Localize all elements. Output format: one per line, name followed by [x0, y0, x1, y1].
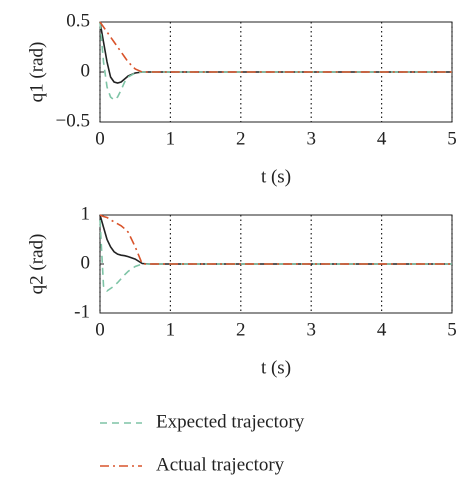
x-tick-label: 3	[306, 128, 316, 149]
x-tick-label: 5	[447, 319, 457, 340]
x-axis-label: t (s)	[261, 357, 291, 378]
series-line	[99, 214, 452, 265]
y-tick-label: −0.5	[56, 110, 90, 131]
x-tick-label: 0	[95, 319, 105, 340]
y-tick-label: 1	[81, 203, 91, 224]
y-tick-label: 0	[81, 252, 91, 273]
y-axis-label: q2 (rad)	[26, 234, 47, 295]
y-tick-label: 0.5	[66, 10, 90, 31]
x-tick-label: 5	[447, 128, 457, 149]
x-tick-label: 4	[377, 319, 387, 340]
series-line	[99, 21, 452, 84]
y-tick-label: 0	[81, 60, 91, 81]
x-tick-label: 0	[95, 128, 105, 149]
legend-label: Expected trajectory	[156, 411, 305, 432]
legend-label: Actual trajectory	[156, 454, 285, 475]
y-axis-label: q1 (rad)	[26, 42, 47, 103]
x-tick-label: 2	[236, 128, 246, 149]
x-tick-label: 1	[166, 319, 176, 340]
y-tick-label: -1	[74, 301, 90, 322]
x-tick-label: 1	[166, 128, 176, 149]
x-tick-label: 2	[236, 319, 246, 340]
series-line	[99, 214, 452, 265]
series-line	[99, 21, 452, 102]
x-axis-label: t (s)	[261, 166, 291, 187]
series-line	[99, 21, 452, 73]
x-tick-label: 4	[377, 128, 387, 149]
x-tick-label: 3	[306, 319, 316, 340]
series-line	[99, 219, 452, 293]
